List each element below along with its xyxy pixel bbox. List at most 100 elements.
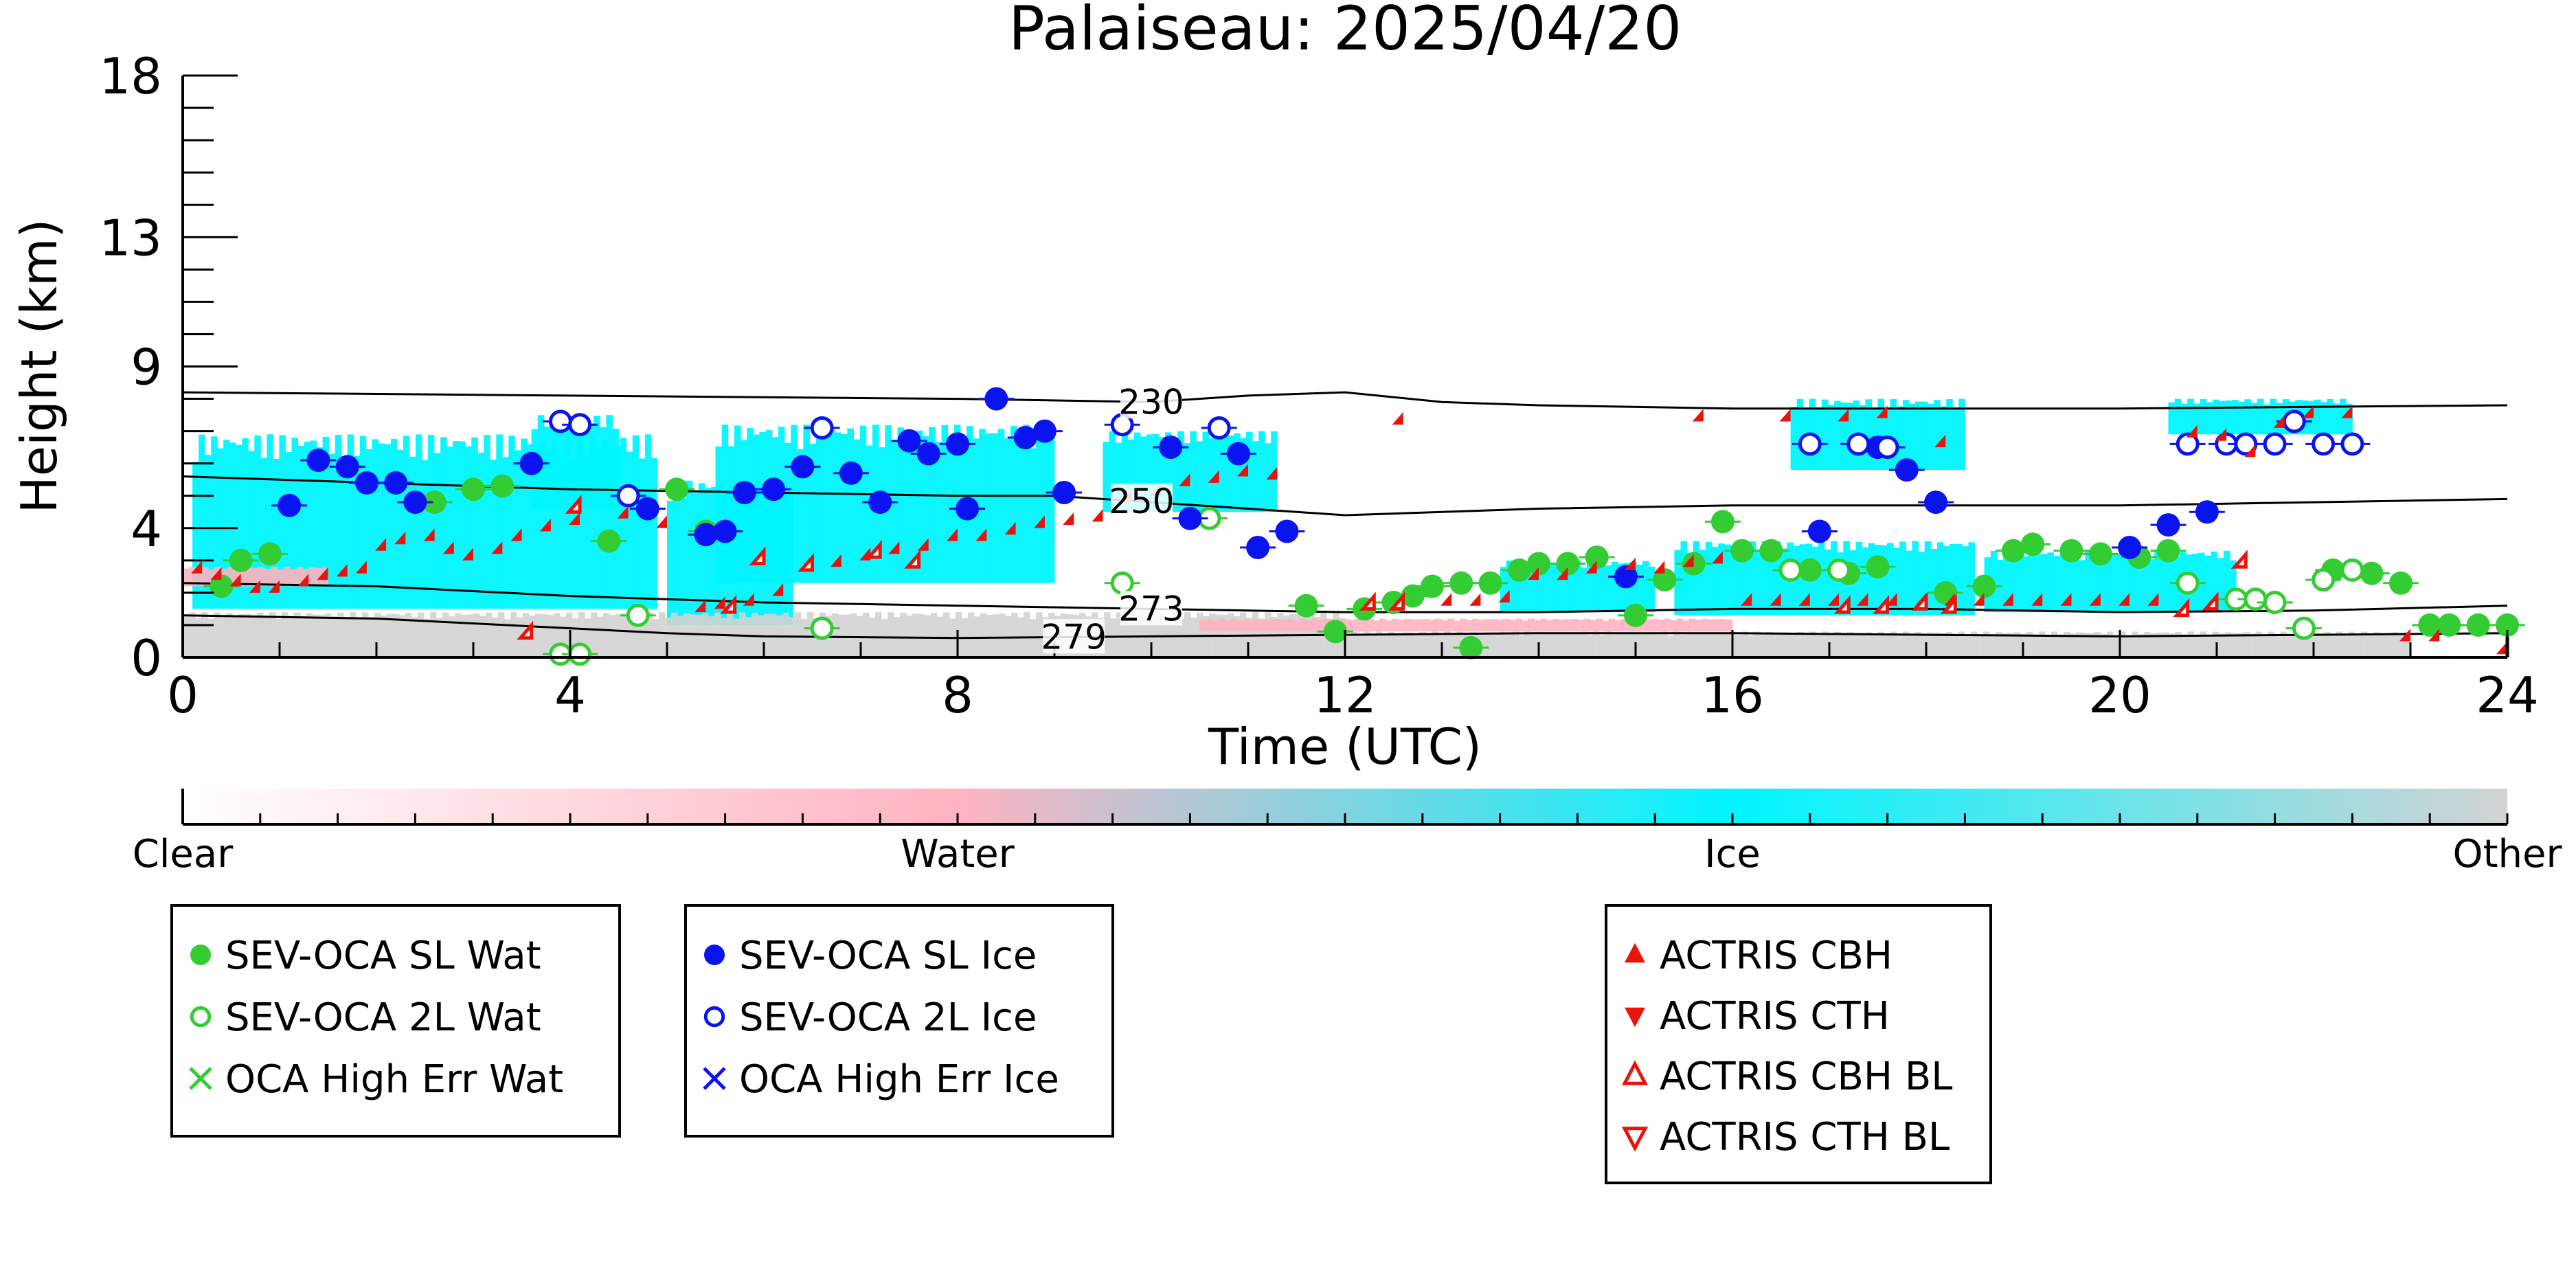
background-strip <box>2217 558 2224 613</box>
background-strip <box>1914 401 1922 471</box>
data-point <box>394 531 406 545</box>
background-strip <box>1491 619 1498 632</box>
background-strip <box>727 446 735 583</box>
background-strip <box>613 445 621 609</box>
background-strip <box>1927 632 1934 657</box>
legend-frame <box>684 904 1114 1138</box>
background-strip <box>1171 440 1178 512</box>
background-strip <box>2123 554 2129 613</box>
background-strip <box>1629 633 1637 657</box>
background-strip <box>715 447 723 583</box>
background-strip <box>260 457 267 609</box>
background-strip <box>741 440 747 583</box>
data-point <box>2282 409 2306 433</box>
background-strip <box>1945 632 1953 657</box>
background-strip <box>1212 620 1219 632</box>
background-strip <box>267 434 273 609</box>
data-point <box>462 477 485 501</box>
data-point <box>2089 593 2101 606</box>
data-point <box>2340 432 2364 456</box>
background-strip <box>2212 631 2219 657</box>
legend-label-sev-oca-sl-wat: SEV-OCA SL Wat <box>225 934 541 978</box>
contour-label-230: 230 <box>1118 382 1184 422</box>
background-strip <box>282 612 289 657</box>
background-strip <box>1890 631 1897 657</box>
data-point <box>947 528 958 541</box>
background-strip <box>233 568 240 587</box>
background-strip <box>1592 631 1600 657</box>
legend-frame <box>170 904 621 1138</box>
data-point <box>2244 444 2256 457</box>
background-strip <box>581 417 588 509</box>
background-strip <box>1530 561 1538 613</box>
background-strip <box>465 446 472 609</box>
background-strip <box>1543 562 1550 613</box>
background-strip <box>453 441 460 609</box>
legend-entry-actris-cth-bl: ACTRIS CTH BL <box>1621 1115 1950 1160</box>
background-strip <box>254 435 261 609</box>
data-point <box>2292 616 2316 640</box>
background-strip <box>1354 618 1362 632</box>
background-strip <box>2261 635 2269 657</box>
background-strip <box>1828 635 1835 657</box>
background-strip <box>853 439 861 583</box>
background-strip <box>615 614 622 657</box>
background-strip <box>771 437 779 583</box>
background-strip <box>1450 635 1457 657</box>
background-strip <box>1586 635 1594 657</box>
background-strip <box>1586 560 1594 613</box>
legend-entry-sev-oca-2l-wat: SEV-OCA 2L Wat <box>190 995 541 1040</box>
background-strip <box>2167 551 2174 613</box>
x-tick-label: 12 <box>1313 666 1377 724</box>
background-strip <box>683 613 690 657</box>
background-strip <box>455 613 462 657</box>
background-strip <box>1555 633 1563 657</box>
background-strip <box>692 493 699 625</box>
background-strip <box>2129 552 2136 613</box>
background-strip <box>1936 542 1944 615</box>
background-strip <box>479 615 486 657</box>
background-strip <box>2028 552 2035 613</box>
background-strip <box>1518 635 1525 657</box>
background-strip <box>1803 634 1810 657</box>
background-strip <box>1549 632 1557 657</box>
data-point <box>2263 591 2287 614</box>
background-strip <box>353 455 361 609</box>
background-strip <box>502 457 509 609</box>
background-strip <box>1811 546 1819 615</box>
background-strip <box>1772 633 1779 657</box>
data-point <box>297 574 309 587</box>
data-point <box>2312 568 2336 592</box>
background-strip <box>2181 403 2188 435</box>
background-strip <box>264 569 272 587</box>
background-strip <box>2141 551 2149 613</box>
background-strip <box>2132 631 2138 657</box>
background-strip <box>859 425 867 583</box>
background-strip <box>2200 631 2206 657</box>
data-point <box>2156 513 2180 537</box>
background-strip <box>632 435 640 609</box>
background-strip <box>335 434 342 609</box>
background-strip <box>1602 620 1609 632</box>
background-strip <box>1707 619 1715 632</box>
background-strip <box>1737 542 1744 615</box>
legend-box-2: SEV-OCA SL Ice SEV-OCA 2L Ice OCA High Err… <box>684 904 1114 1138</box>
data-point <box>2360 561 2384 585</box>
background-region-ice-6 <box>1674 541 1975 615</box>
contour-279 <box>183 614 2507 640</box>
background-strip <box>378 443 385 609</box>
background-strip <box>1791 633 1798 657</box>
background-strip <box>1946 398 1953 471</box>
background-strip <box>721 425 729 583</box>
legend-entry-sev-oca-2l-ice: SEV-OCA 2L Ice <box>703 995 1037 1040</box>
data-point <box>1246 536 1270 559</box>
data-point <box>1440 593 1452 606</box>
background-strip <box>1571 619 1578 632</box>
data-point <box>1033 515 1045 528</box>
background-strip <box>304 442 310 609</box>
background-strip <box>1658 620 1665 632</box>
legend-marker-actris-cbh-bl <box>1621 1060 1649 1085</box>
background-strip <box>609 615 616 657</box>
background-strip <box>1546 620 1553 632</box>
background-strip <box>1010 426 1017 583</box>
